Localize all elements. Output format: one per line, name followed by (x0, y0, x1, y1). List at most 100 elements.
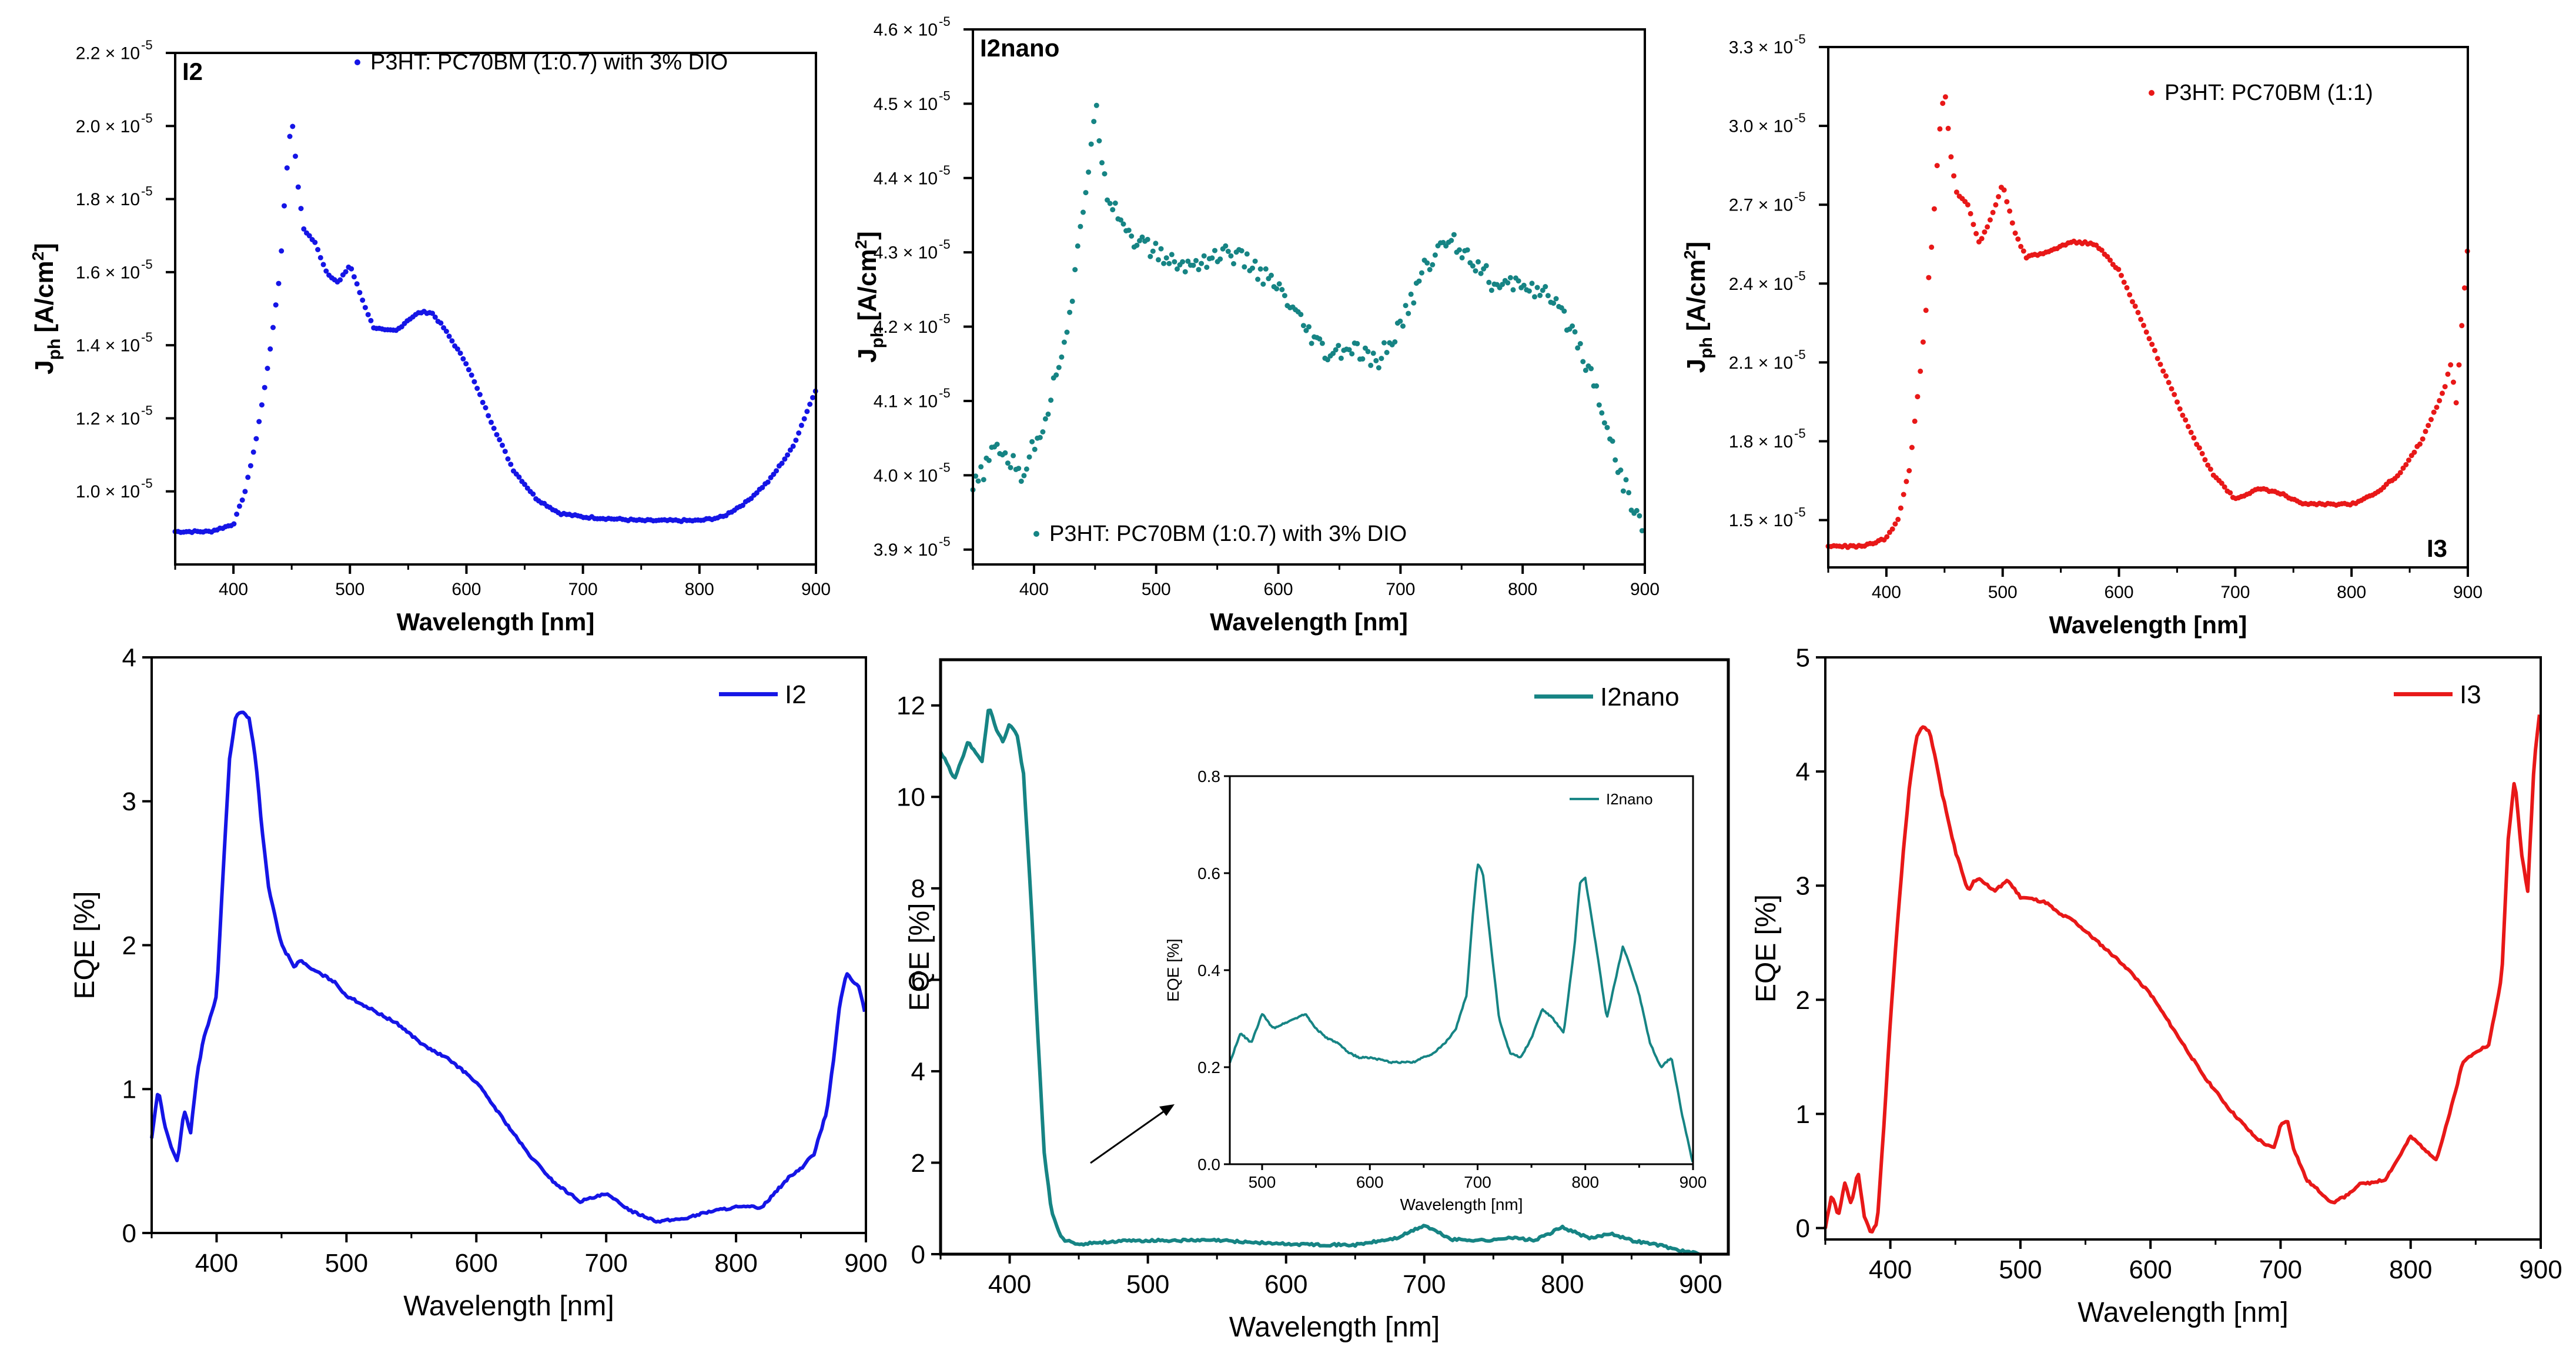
y-axis-label: EQE [%] (1164, 938, 1182, 1001)
y-tick-exponent: -5 (939, 460, 951, 475)
series-line (939, 709, 1700, 1256)
data-point (1067, 309, 1073, 315)
y-tick-label: 2.4 × 10 (1729, 275, 1793, 294)
x-tick-label: 900 (801, 580, 831, 599)
data-point (1400, 323, 1406, 329)
y-tick-exponent: -5 (939, 163, 951, 178)
data-point (1411, 300, 1417, 306)
data-point (1175, 266, 1180, 272)
data-point (2191, 435, 2197, 441)
y-tick-label: 0 (1796, 1214, 1810, 1243)
data-point (1488, 288, 1494, 293)
x-tick-label: 900 (2453, 583, 2483, 602)
data-point (489, 419, 494, 425)
y-tick-label: 3.0 × 10 (1729, 117, 1793, 136)
data-point (1612, 457, 1618, 463)
data-point (234, 512, 240, 517)
y-tick-label: 1 (122, 1075, 136, 1104)
data-point (443, 329, 449, 334)
data-point (1201, 253, 1207, 259)
x-tick-label: 500 (1142, 580, 1171, 599)
data-point (290, 123, 296, 129)
data-point (1048, 397, 1054, 403)
x-tick-label: 800 (1571, 1173, 1599, 1191)
data-point (354, 281, 360, 287)
data-point (239, 497, 245, 503)
data-point (1516, 278, 1521, 284)
y-tick-label: 2 (122, 931, 136, 960)
data-point (494, 432, 500, 437)
data-point (480, 399, 486, 405)
data-point (804, 409, 810, 415)
x-tick-label: 800 (685, 580, 714, 599)
x-tick-label: 700 (2220, 583, 2250, 602)
data-point (1110, 207, 1116, 213)
data-point (343, 269, 349, 275)
x-tick-label: 400 (1019, 580, 1049, 599)
data-point (1478, 270, 1484, 276)
data-point (1942, 94, 1948, 100)
x-tick-label: 400 (1869, 1255, 1912, 1284)
data-point (1349, 351, 1355, 357)
data-point (981, 477, 986, 483)
data-point (1319, 340, 1325, 346)
data-point (1583, 367, 1588, 373)
y-tick-label: 1.2 × 10 (76, 409, 140, 429)
data-point (1061, 339, 1067, 345)
data-point (1005, 460, 1011, 466)
data-point (2116, 266, 2122, 272)
data-point (1427, 267, 1433, 272)
data-point (2143, 329, 2149, 335)
inset-pointer-arrow (1090, 1110, 1165, 1164)
data-point (1505, 280, 1511, 286)
data-point (1898, 505, 1903, 511)
series-points (172, 123, 818, 535)
x-tick-label: 700 (1386, 580, 1415, 599)
y-tick-label: 2.1 × 10 (1729, 353, 1793, 373)
x-tick-label: 900 (844, 1249, 887, 1278)
data-point (441, 325, 447, 330)
data-point (2130, 299, 2135, 305)
data-point (1470, 263, 1476, 269)
data-point (1534, 285, 1540, 290)
data-point (1212, 248, 1217, 253)
y-tick-exponent: -5 (1794, 505, 1806, 520)
x-tick-label: 600 (2105, 583, 2134, 602)
data-point (1172, 259, 1177, 265)
data-point (1126, 228, 1132, 233)
data-point (1309, 340, 1314, 346)
data-point (1223, 243, 1229, 249)
data-point (1244, 251, 1250, 257)
data-point (1078, 223, 1083, 229)
y-tick-label: 1.8 × 10 (76, 190, 140, 209)
data-point (1459, 255, 1465, 260)
data-point (2121, 279, 2127, 285)
data-point (351, 274, 357, 280)
data-point (1537, 292, 1543, 298)
data-point (1317, 336, 1323, 342)
data-point (1507, 275, 1513, 280)
data-point (1083, 190, 1089, 196)
data-point (1457, 247, 1462, 253)
data-point (1903, 479, 1909, 484)
data-point (2434, 405, 2440, 410)
data-point (1384, 350, 1390, 355)
data-point (2119, 273, 2124, 278)
data-point (1370, 350, 1376, 356)
data-point (1368, 362, 1374, 368)
x-axis-label: Wavelength [nm] (1229, 1312, 1440, 1343)
data-point (1263, 266, 1269, 272)
data-point (1968, 210, 1973, 216)
y-tick-label: 2.0 × 10 (76, 117, 140, 136)
data-point (1120, 221, 1126, 227)
y-tick-label: 1.4 × 10 (76, 336, 140, 356)
data-point (1993, 202, 1999, 208)
data-point (1577, 341, 1583, 346)
data-point (449, 338, 455, 344)
data-point (760, 484, 765, 490)
legend-label: P3HT: PC70BM (1:0.7) with 3% DIO (370, 50, 728, 75)
panel-label: I2nano (980, 34, 1059, 62)
data-point (1072, 267, 1078, 273)
data-point (1406, 310, 1411, 316)
data-point (798, 422, 804, 428)
